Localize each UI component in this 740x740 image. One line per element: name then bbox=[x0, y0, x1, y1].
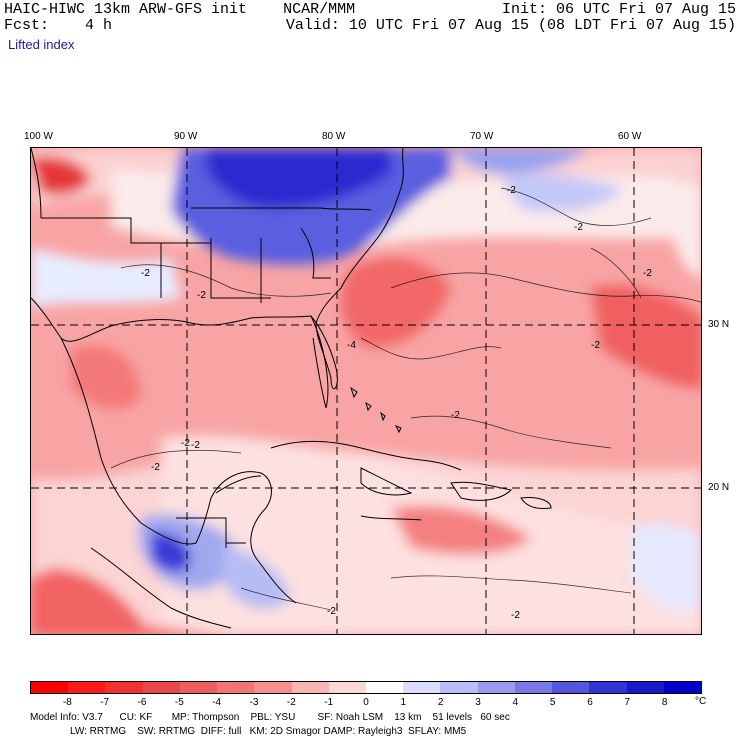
colorbar-swatch bbox=[365, 682, 404, 693]
contour-label: -4 bbox=[347, 340, 356, 351]
colorbar-swatch bbox=[477, 682, 515, 693]
colorbar-tick-label: 8 bbox=[661, 697, 668, 708]
colorbar-tick-label: 5 bbox=[549, 697, 556, 708]
forecast-hour: Fcst: 4 h bbox=[4, 17, 113, 34]
colorbar-tick-label: 0 bbox=[363, 697, 369, 708]
contour-label: -2 bbox=[643, 268, 652, 279]
contour-label: -2 bbox=[141, 268, 150, 279]
colorbar-tick-label: 7 bbox=[624, 697, 631, 708]
colorbar-swatch bbox=[254, 682, 292, 693]
field-name: Lifted index bbox=[8, 37, 75, 52]
field-shading bbox=[31, 148, 701, 634]
model-info-line2: LW: RRTMG SW: RRTMG DIFF: full KM: 2D Sm… bbox=[70, 726, 467, 737]
graticule bbox=[31, 148, 701, 634]
colorbar-swatch bbox=[552, 682, 590, 693]
init-time: Init: 06 UTC Fri 07 Aug 15 bbox=[501, 1, 736, 18]
colorbar-tick-label: 4 bbox=[512, 697, 519, 708]
contour-label: -2 bbox=[451, 410, 460, 421]
colorbar-tick-label: -7 bbox=[100, 697, 110, 708]
colorbar-tick-label: 1 bbox=[400, 697, 407, 708]
colorbar-swatch bbox=[217, 682, 255, 693]
colorbar-unit: °C bbox=[695, 696, 707, 707]
colorbar-swatch bbox=[291, 682, 329, 693]
colorbar-tick-label: -3 bbox=[249, 697, 259, 708]
colorbar-swatch bbox=[626, 682, 664, 693]
colorbar-swatch bbox=[403, 682, 441, 693]
colorbar-tick-label: 2 bbox=[437, 697, 444, 708]
colorbar-swatch bbox=[31, 682, 69, 693]
colorbar-tick-label: 3 bbox=[475, 697, 481, 708]
colorbar-swatch bbox=[440, 682, 478, 693]
colorbar-swatch bbox=[142, 682, 180, 693]
lifted-index-map: -2 -2 -2 -2 -2 -2 -2 -2 -2 -4 -2 -2 -2 bbox=[30, 147, 702, 635]
contour-label: -2 bbox=[507, 185, 516, 196]
contour-label: -2 bbox=[327, 606, 336, 617]
contour-label: -2 bbox=[511, 610, 520, 621]
model-info-line1: Model Info: V3.7 CU: KF MP: Thompson PBL… bbox=[30, 712, 510, 723]
contour-label: -2 bbox=[151, 462, 160, 473]
colorbar bbox=[30, 681, 702, 694]
contour-label: -2 bbox=[591, 340, 600, 351]
colorbar-tick-label: -2 bbox=[286, 697, 296, 708]
colorbar-swatch bbox=[179, 682, 218, 693]
valid-time: Valid: 10 UTC Fri 07 Aug 15 (08 LDT Fri … bbox=[285, 17, 736, 34]
lat-label-20n: 20 N bbox=[708, 482, 730, 493]
contour-label: -2 bbox=[181, 438, 190, 449]
model-title: HAIC-HIWC 13km ARW-GFS init NCAR/MMM bbox=[4, 1, 356, 18]
colorbar-swatch bbox=[68, 682, 106, 693]
lon-label-70w: 70 W bbox=[470, 131, 494, 142]
colorbar-tick-label: -8 bbox=[62, 697, 72, 708]
lon-label-100w: 100 W bbox=[24, 131, 53, 142]
contour-label: -2 bbox=[191, 440, 200, 451]
colorbar-tick-label: -5 bbox=[174, 697, 184, 708]
contour-label: -2 bbox=[574, 222, 583, 233]
colorbar-tick-label: -4 bbox=[212, 697, 222, 708]
contours bbox=[110, 187, 701, 611]
lon-label-90w: 90 W bbox=[174, 131, 198, 142]
colorbar-swatch bbox=[328, 682, 366, 693]
colorbar-swatch bbox=[663, 682, 701, 693]
coastlines bbox=[31, 148, 552, 629]
lon-label-60w: 60 W bbox=[618, 131, 642, 142]
colorbar-tick-label: -1 bbox=[324, 697, 334, 708]
colorbar-swatch bbox=[514, 682, 553, 693]
contour-labels: -2 -2 -2 -2 -2 -2 -2 -2 -2 -4 -2 -2 -2 bbox=[141, 185, 652, 621]
colorbar-tick-label: -6 bbox=[137, 697, 147, 708]
colorbar-swatch bbox=[105, 682, 143, 693]
lat-label-30n: 30 N bbox=[708, 319, 730, 330]
lon-label-80w: 80 W bbox=[322, 131, 346, 142]
colorbar-swatch bbox=[589, 682, 627, 693]
colorbar-tick-label: 6 bbox=[587, 697, 593, 708]
contour-label: -2 bbox=[197, 290, 206, 301]
map-svg: -2 -2 -2 -2 -2 -2 -2 -2 -2 -4 -2 -2 -2 bbox=[31, 148, 701, 634]
